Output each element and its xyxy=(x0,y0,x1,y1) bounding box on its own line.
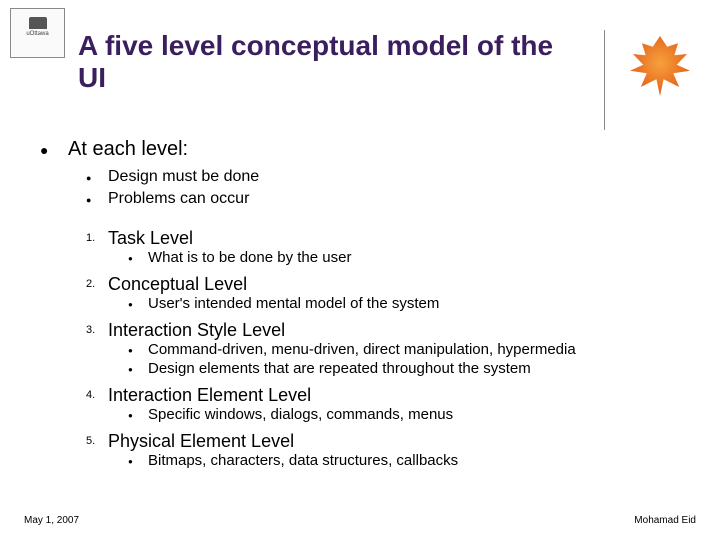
heading-text: At each level: xyxy=(68,138,690,161)
bullet-icon xyxy=(40,138,68,162)
slide-content: At each level: Design must be done Probl… xyxy=(40,138,690,471)
logo-left-text: uOttawa xyxy=(26,31,48,37)
level-item: Bitmaps, characters, data structures, ca… xyxy=(128,452,690,471)
heading-row: At each level: xyxy=(40,138,690,162)
level-row: 1. Task Level xyxy=(86,228,690,249)
level-row: 2. Conceptual Level xyxy=(86,274,690,295)
level-item-text: Specific windows, dialogs, commands, men… xyxy=(148,406,690,423)
level-item-text: Bitmaps, characters, data structures, ca… xyxy=(148,452,690,469)
level-item: Command-driven, menu-driven, direct mani… xyxy=(128,341,690,360)
level-row: 3. Interaction Style Level xyxy=(86,320,690,341)
bullet-icon xyxy=(128,360,148,379)
level-title: Conceptual Level xyxy=(108,274,690,295)
bullet-icon xyxy=(86,168,108,188)
level-item-text: Command-driven, menu-driven, direct mani… xyxy=(148,341,690,358)
uottawa-logo: uOttawa xyxy=(10,8,65,58)
bullet-icon xyxy=(128,406,148,425)
level-number: 5. xyxy=(86,431,108,451)
bullet-icon xyxy=(128,295,148,314)
bullet-icon xyxy=(128,249,148,268)
level-number: 3. xyxy=(86,320,108,340)
sub-bullet: Problems can occur xyxy=(86,190,690,210)
sub-bullet-text: Design must be done xyxy=(108,168,690,186)
level-title: Physical Element Level xyxy=(108,431,690,452)
maple-leaf-icon xyxy=(630,36,690,96)
level-row: 4. Interaction Element Level xyxy=(86,385,690,406)
bullet-icon xyxy=(86,190,108,210)
level-title: Interaction Style Level xyxy=(108,320,690,341)
slide-title: A five level conceptual model of the UI xyxy=(78,30,588,94)
slide: uOttawa A five level conceptual model of… xyxy=(0,0,720,540)
level-item: Design elements that are repeated throug… xyxy=(128,360,690,379)
level-item-text: What is to be done by the user xyxy=(148,249,690,266)
level-item: Specific windows, dialogs, commands, men… xyxy=(128,406,690,425)
level-number: 2. xyxy=(86,274,108,294)
sub-bullet-text: Problems can occur xyxy=(108,190,690,208)
level-item-text: Design elements that are repeated throug… xyxy=(148,360,690,377)
level-item: What is to be done by the user xyxy=(128,249,690,268)
header-divider xyxy=(604,30,605,130)
bullet-icon xyxy=(128,341,148,360)
level-item: User's intended mental model of the syst… xyxy=(128,295,690,314)
sub-bullet: Design must be done xyxy=(86,168,690,188)
level-item-text: User's intended mental model of the syst… xyxy=(148,295,690,312)
footer-author: Mohamad Eid xyxy=(634,515,696,526)
bullet-icon xyxy=(128,452,148,471)
maple-leaf-logo xyxy=(620,26,700,106)
level-row: 5. Physical Element Level xyxy=(86,431,690,452)
logo-arch-icon xyxy=(29,17,47,29)
level-title: Task Level xyxy=(108,228,690,249)
footer-date: May 1, 2007 xyxy=(24,515,79,526)
level-number: 1. xyxy=(86,228,108,248)
level-title: Interaction Element Level xyxy=(108,385,690,406)
level-number: 4. xyxy=(86,385,108,405)
